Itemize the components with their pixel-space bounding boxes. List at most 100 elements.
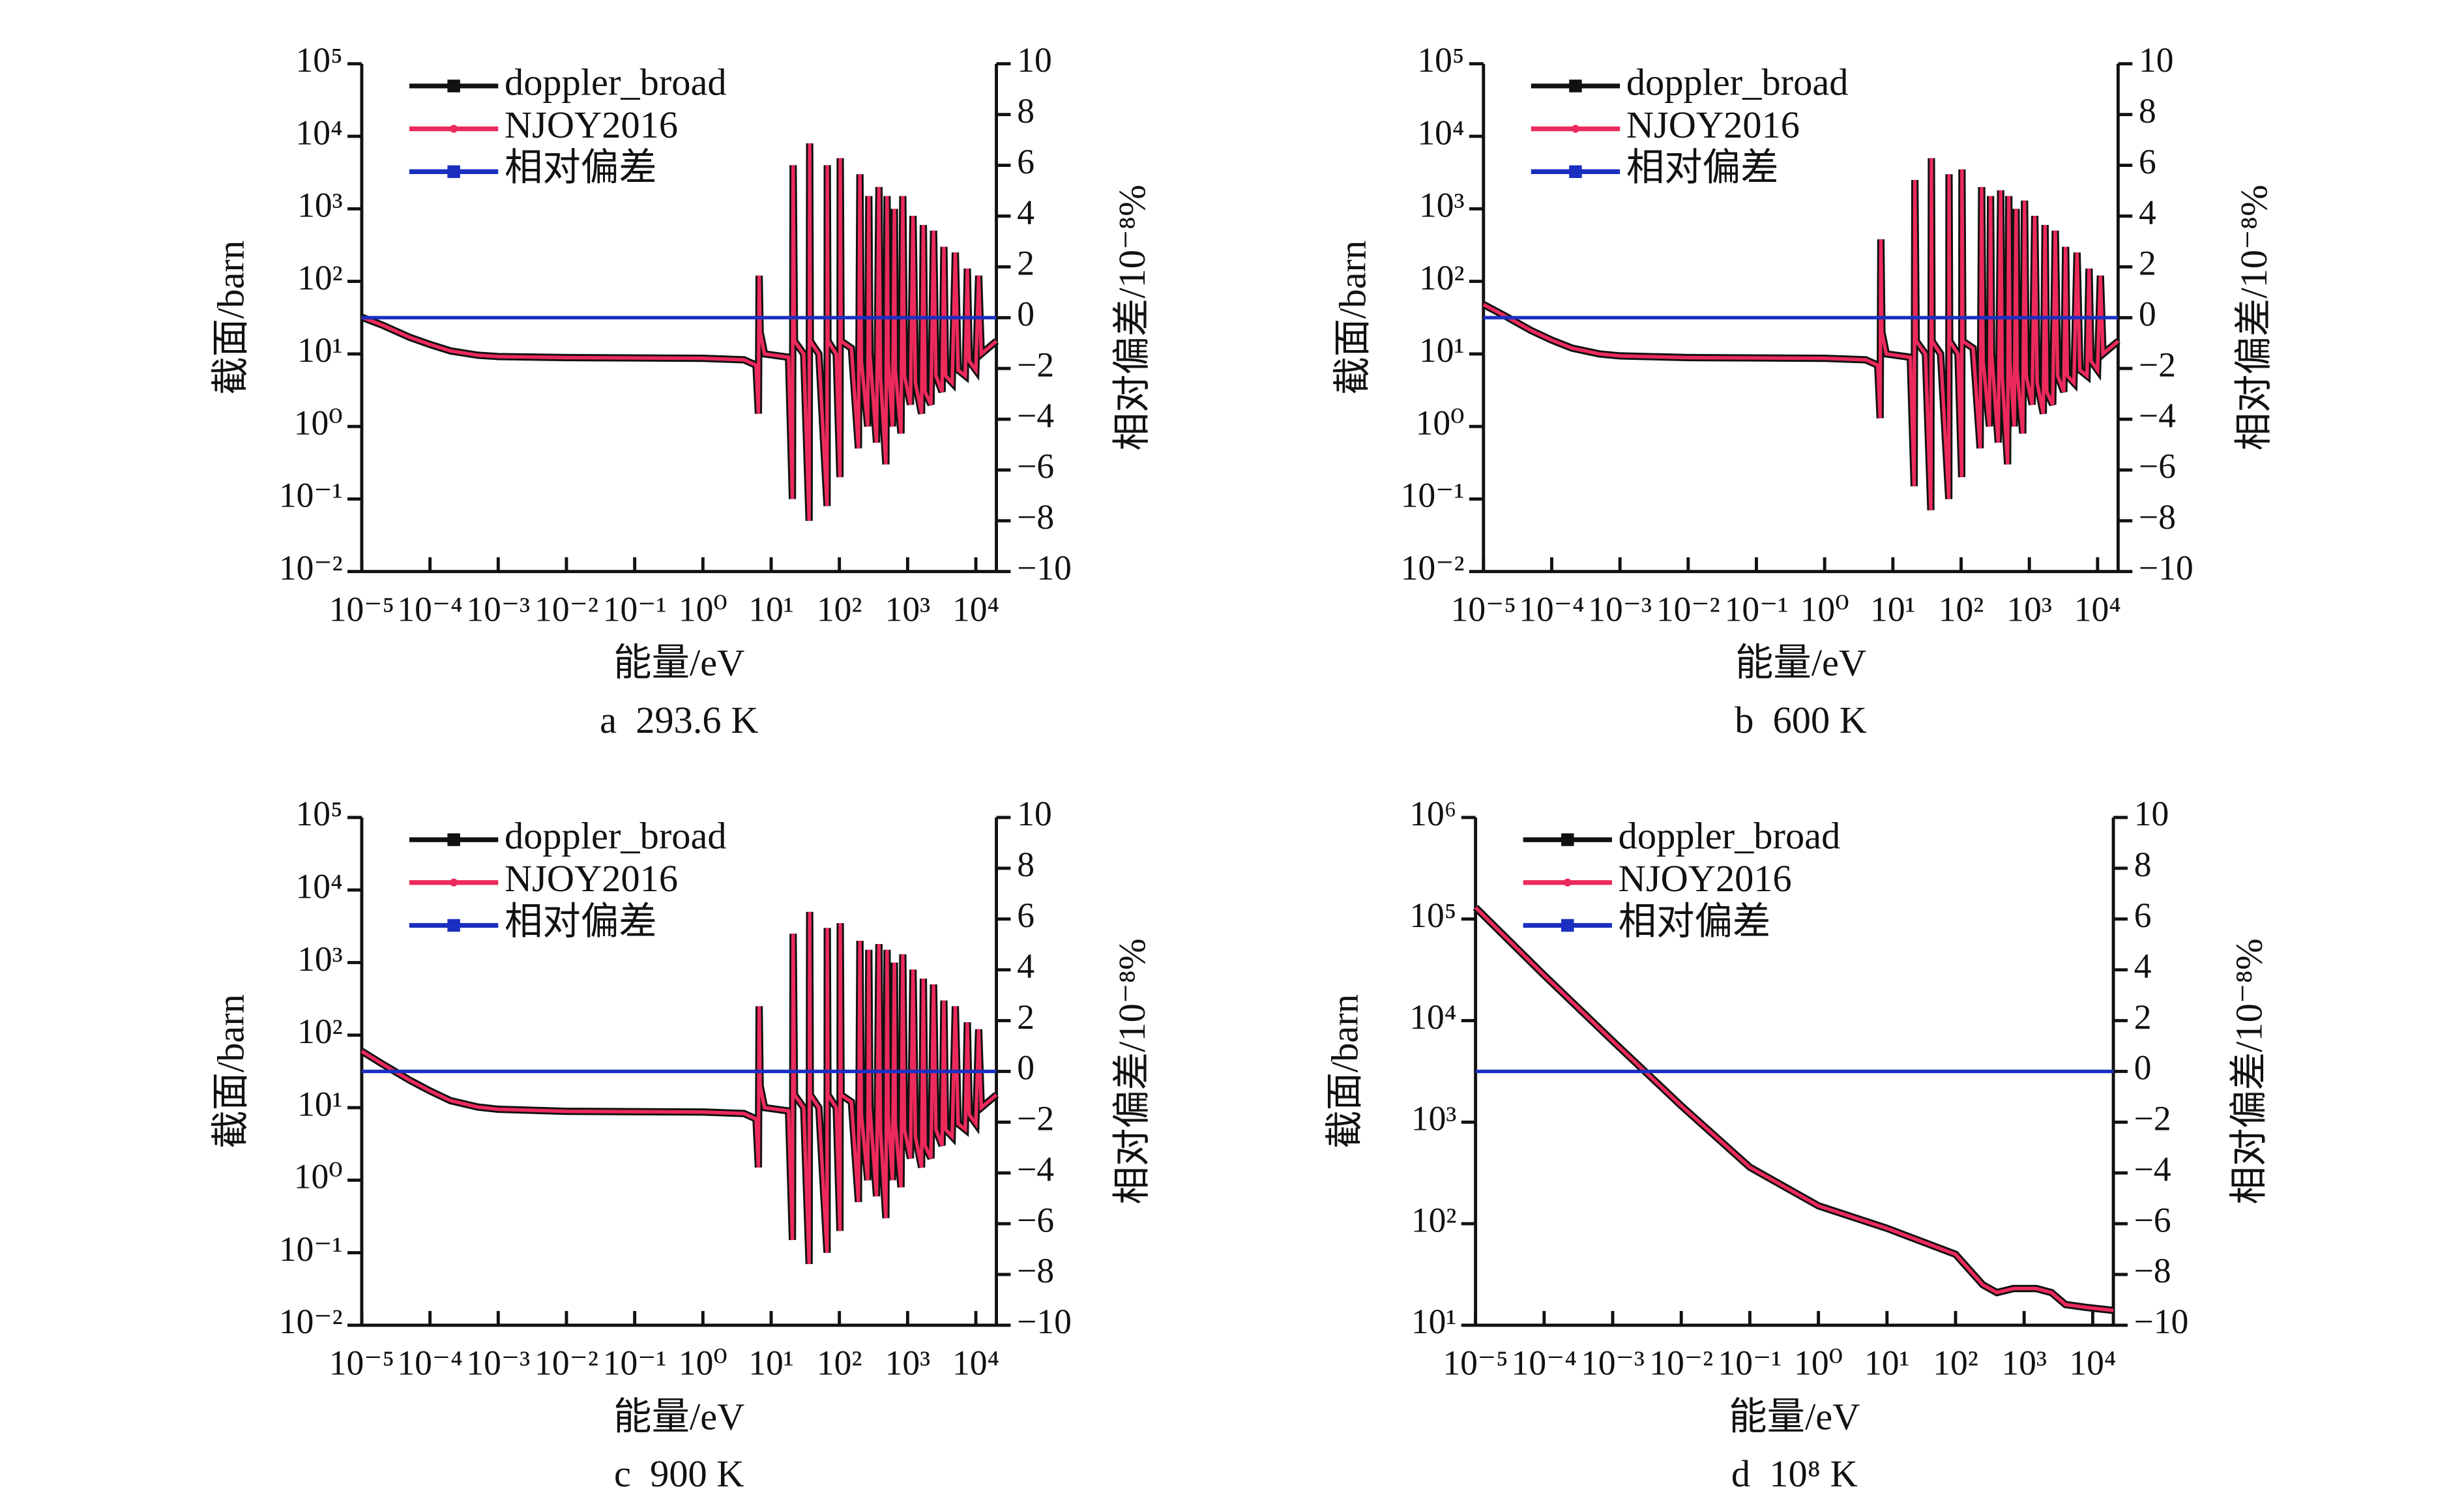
legend-marker <box>1571 125 1580 133</box>
x-tick-label: 10⁻⁴ <box>397 589 462 628</box>
x-tick-label: 10⁴ <box>952 589 999 628</box>
series-line <box>1474 906 2114 1312</box>
y-tick-label: 10⁰ <box>1416 403 1465 442</box>
x-tick-label: 10¹ <box>748 1343 794 1382</box>
x-tick-label: 10⁰ <box>679 1343 727 1382</box>
y-tick-label: 10⁶ <box>1409 794 1456 833</box>
caption: d 10⁸ K <box>1731 1452 1858 1489</box>
x-tick-label: 10⁻¹ <box>1718 1343 1782 1382</box>
x-tick-label: 10⁻⁵ <box>329 1343 394 1382</box>
y-tick-label: 10¹ <box>1411 1302 1457 1341</box>
y-tick-label: 10³ <box>297 939 343 979</box>
x-tick-label: 10⁻¹ <box>603 589 667 628</box>
y-tick-label: 10² <box>1419 258 1465 297</box>
x-tick-label: 10⁻⁴ <box>1519 589 1584 628</box>
series-line <box>360 911 998 1264</box>
legend-label: 相对偏差 <box>505 900 657 943</box>
legend-marker <box>447 833 460 846</box>
y2-tick-label: 10 <box>2134 794 2169 833</box>
legend-marker <box>447 165 460 179</box>
panel: 10¹ 10² 10³ 10⁴ 10⁵ 10⁶ −10 −8 −6 −4 −2 0 2 4 6 8 10 10⁻⁵… <box>1323 794 2270 1489</box>
x-tick-label: 10⁴ <box>2074 589 2121 628</box>
panel: 10⁻²10⁻¹10⁰10¹10²10³10⁴10⁵−10−8−6−4−2024… <box>210 794 1154 1489</box>
y2-tick-label: −2 <box>2134 1099 2171 1138</box>
y-tick-label: 10⁵ <box>296 794 343 833</box>
y2-tick-label: −6 <box>1017 447 1054 486</box>
y2-tick-label: −8 <box>1017 1251 1054 1290</box>
y-tick-label: 10¹ <box>1419 331 1465 370</box>
caption: b 600 K <box>1735 699 1867 741</box>
x-tick-label: 10³ <box>2006 589 2052 628</box>
legend-marker <box>1561 919 1574 932</box>
y2-tick-label: 2 <box>1017 244 1034 283</box>
y-tick-label: 10³ <box>297 186 343 225</box>
x-tick-label: 10³ <box>885 1343 931 1382</box>
x-tick-label: 10⁻⁵ <box>1451 589 1516 628</box>
legend-label: NJOY2016 <box>505 104 678 146</box>
y2-tick-label: −6 <box>2139 447 2176 486</box>
y2-axis-label: 相对偏差/10⁻⁸% <box>2228 938 2270 1204</box>
x-tick-label: 10⁰ <box>1794 1343 1843 1382</box>
x-tick-label: 10³ <box>2001 1343 2047 1382</box>
legend-label: NJOY2016 <box>505 857 678 900</box>
y2-tick-label: −8 <box>1017 497 1054 537</box>
y-tick-label: 10⁵ <box>1417 40 1464 80</box>
x-tick-label: 10² <box>1933 1343 1978 1382</box>
y2-tick-label: 6 <box>1017 896 1034 935</box>
y2-tick-label: −10 <box>2139 548 2193 587</box>
y2-tick-label: 0 <box>1017 295 1034 334</box>
legend-marker <box>1561 833 1574 846</box>
y-axis-label: 截面/barn <box>1331 241 1373 395</box>
y2-tick-label: 10 <box>1017 794 1052 833</box>
y-tick-label: 10² <box>297 258 343 297</box>
y2-tick-label: 6 <box>2139 142 2156 181</box>
y2-tick-label: 0 <box>2134 1048 2152 1087</box>
x-tick-label: 10² <box>817 589 862 628</box>
y2-tick-label: −4 <box>1017 1149 1054 1188</box>
y2-tick-label: −10 <box>1017 548 1072 587</box>
y2-axis-label: 相对偏差/10⁻⁸% <box>2233 184 2275 450</box>
y2-tick-label: −8 <box>2134 1251 2171 1290</box>
y-tick-label: 10¹ <box>297 1084 343 1123</box>
y2-tick-label: 10 <box>1017 40 1052 80</box>
caption: a 293.6 K <box>600 699 758 741</box>
y-tick-label: 10² <box>297 1012 343 1051</box>
y2-tick-label: 8 <box>1017 91 1034 130</box>
y-tick-label: 10⁻² <box>279 1302 343 1341</box>
y2-tick-label: −4 <box>2134 1149 2171 1188</box>
y2-tick-label: −2 <box>1017 1099 1054 1138</box>
series-line <box>1473 905 2114 1314</box>
x-tick-label: 10⁻² <box>535 1343 598 1382</box>
y-axis-label: 截面/barn <box>210 241 252 395</box>
x-tick-label: 10³ <box>885 589 931 628</box>
x-tick-label: 10¹ <box>1864 1343 1910 1382</box>
y2-tick-label: 0 <box>1017 1048 1034 1087</box>
x-tick-label: 10⁻² <box>1656 589 1720 628</box>
y2-tick-label: 8 <box>2139 91 2156 130</box>
y2-tick-label: 2 <box>2139 244 2156 283</box>
legend-marker <box>450 125 458 133</box>
legend-marker <box>1563 878 1572 887</box>
y-tick-label: 10³ <box>1419 186 1465 225</box>
y2-tick-label: 4 <box>2134 947 2152 986</box>
legend-marker <box>450 878 458 887</box>
y-tick-label: 10¹ <box>297 331 343 370</box>
legend-label: 相对偏差 <box>505 147 657 189</box>
y-tick-label: 10⁴ <box>1409 997 1456 1037</box>
y2-tick-label: −2 <box>2139 345 2176 384</box>
y2-tick-label: −4 <box>1017 396 1054 435</box>
x-tick-label: 10⁻⁵ <box>329 589 394 628</box>
y2-tick-label: −6 <box>2134 1200 2171 1239</box>
y2-tick-label: 2 <box>1017 997 1034 1037</box>
y-tick-label: 10⁰ <box>294 403 343 442</box>
x-tick-label: 10⁻² <box>1649 1343 1713 1382</box>
x-tick-label: 10⁻³ <box>466 1343 530 1382</box>
y2-axis-label: 相对偏差/10⁻⁸% <box>1111 184 1153 450</box>
x-tick-label: 10¹ <box>748 589 794 628</box>
y-tick-label: 10⁴ <box>296 113 343 152</box>
x-tick-label: 10¹ <box>1870 589 1916 628</box>
y2-tick-label: −6 <box>1017 1200 1054 1239</box>
legend-label: doppler_broad <box>505 814 727 857</box>
panel: 10⁻²10⁻¹10⁰10¹10²10³10⁴10⁵−10−8−6−4−2024… <box>210 40 1154 741</box>
x-tick-label: 10⁴ <box>952 1343 999 1382</box>
